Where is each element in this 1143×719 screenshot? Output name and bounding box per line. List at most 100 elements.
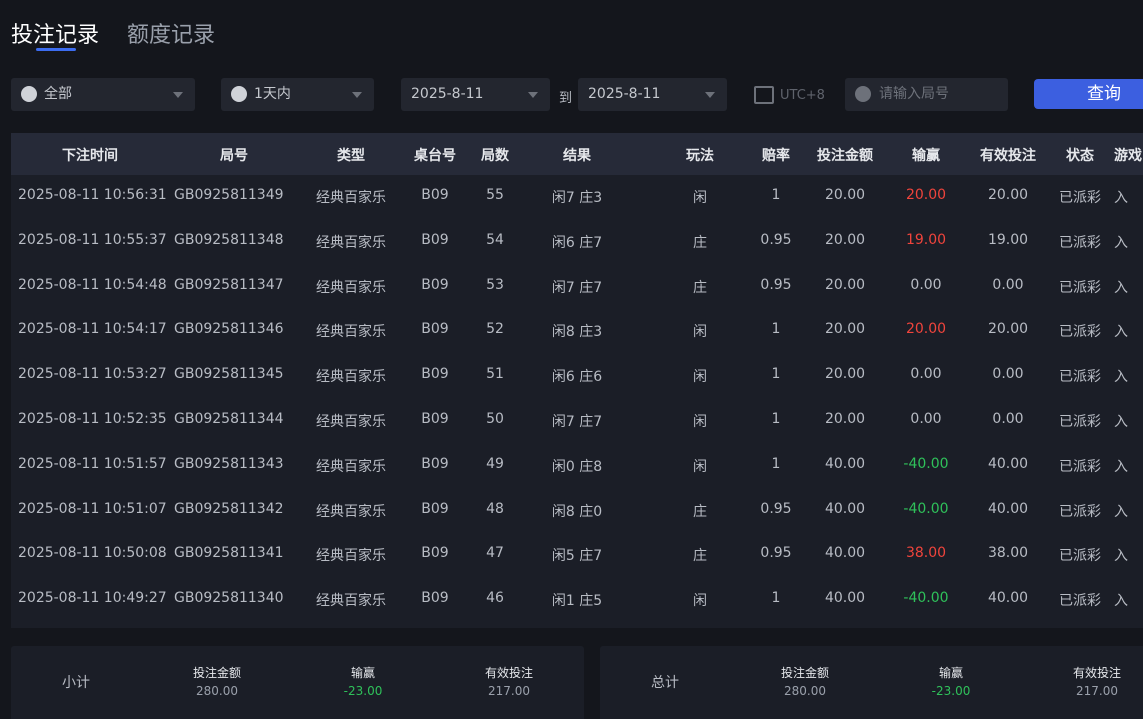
calendar-icon[interactable] bbox=[754, 86, 774, 104]
table-cell: GB0925811346 bbox=[174, 321, 284, 338]
table-cell: B09 bbox=[421, 500, 449, 517]
summary-item-label: 输赢 bbox=[350, 666, 376, 680]
table-cell: 20.00 bbox=[824, 321, 866, 338]
icon bbox=[855, 86, 871, 102]
table-cell: 经典百家乐 bbox=[316, 458, 386, 475]
table-cell: 已派彩 bbox=[1059, 324, 1101, 341]
table-cell: B09 bbox=[421, 411, 449, 427]
summary-item-value: -23.00 bbox=[343, 684, 383, 698]
table-cell: 38.00 bbox=[987, 545, 1029, 562]
table-cell: 0.00 bbox=[910, 366, 942, 383]
to-label: 到 bbox=[559, 91, 573, 106]
table-cell: 38.00 bbox=[905, 545, 947, 562]
table-cell[interactable]: 入 bbox=[1114, 548, 1128, 565]
table-cell[interactable]: 入 bbox=[1114, 593, 1128, 610]
table-cell: 经典百家乐 bbox=[316, 548, 386, 565]
table-cell: 0.00 bbox=[910, 276, 942, 293]
table-cell: 闲1 庄5 bbox=[551, 593, 603, 610]
table-cell: 已派彩 bbox=[1059, 548, 1101, 565]
table-cell[interactable]: 入 bbox=[1114, 503, 1128, 520]
table-cell: B09 bbox=[421, 231, 449, 248]
table-cell: 庄 bbox=[693, 234, 707, 251]
table-cell: 49 bbox=[486, 455, 504, 472]
summary-item-label: 投注金额 bbox=[780, 666, 830, 680]
round-input[interactable]: 请输入局号 bbox=[845, 78, 1008, 111]
table-cell: 已派彩 bbox=[1059, 190, 1101, 206]
table-cell: 55 bbox=[486, 187, 504, 203]
table-cell: 经典百家乐 bbox=[316, 503, 386, 520]
table-cell: 0.00 bbox=[992, 366, 1024, 383]
column-header: 结果 bbox=[563, 148, 591, 164]
column-header: 玩法 bbox=[686, 148, 714, 164]
table-cell: 已派彩 bbox=[1059, 369, 1101, 386]
table-cell: 51 bbox=[486, 366, 504, 383]
table-cell[interactable]: 入 bbox=[1114, 279, 1128, 296]
table-cell: B09 bbox=[421, 455, 449, 472]
summary-item-value: 280.00 bbox=[196, 684, 238, 698]
select-value: 2025-8-11 bbox=[588, 86, 661, 102]
table-cell: 2025-08-11 10:54:17 bbox=[18, 321, 167, 338]
table-cell: 0.00 bbox=[992, 411, 1024, 427]
table-cell[interactable]: 入 bbox=[1114, 234, 1128, 251]
query-button[interactable]: 查询 bbox=[1034, 79, 1143, 109]
summary-item-label: 有效投注 bbox=[1072, 666, 1122, 680]
caret bbox=[705, 92, 715, 98]
table-cell: 经典百家乐 bbox=[316, 593, 386, 610]
table-cell: 20.00 bbox=[824, 231, 866, 248]
column-header: 桌台号 bbox=[414, 148, 456, 164]
select-value: 1天内 bbox=[254, 86, 291, 102]
table-cell[interactable]: 入 bbox=[1114, 324, 1128, 341]
table-cell: 已派彩 bbox=[1059, 593, 1101, 610]
tab-active[interactable]: 投注记录 bbox=[11, 23, 100, 48]
table-cell[interactable]: 入 bbox=[1114, 190, 1128, 206]
table-cell: -40.00 bbox=[903, 590, 949, 607]
summary-item-label: 投注金额 bbox=[192, 666, 242, 680]
table-cell: 闲7 庄3 bbox=[551, 190, 603, 206]
period-select[interactable]: 1天内 bbox=[221, 78, 374, 111]
table-cell: 闲 bbox=[693, 324, 707, 341]
table-cell: 2025-08-11 10:54:48 bbox=[18, 276, 167, 293]
summary-item-value: 217.00 bbox=[488, 684, 530, 698]
table-cell: 经典百家乐 bbox=[316, 369, 386, 386]
date-to[interactable]: 2025-8-11 bbox=[578, 78, 727, 111]
table-cell: 20.00 bbox=[987, 321, 1029, 338]
date-from[interactable]: 2025-8-11 bbox=[401, 78, 550, 111]
caret bbox=[173, 92, 183, 98]
column-header: 状态 bbox=[1066, 148, 1094, 164]
column-header: 局号 bbox=[220, 148, 248, 164]
table-cell: B09 bbox=[421, 545, 449, 562]
table-cell: 经典百家乐 bbox=[316, 234, 386, 251]
tab-underline bbox=[36, 48, 76, 51]
table-cell: B09 bbox=[421, 366, 449, 383]
table-cell: 1 bbox=[771, 366, 781, 383]
tab[interactable]: 额度记录 bbox=[127, 23, 216, 48]
table-cell[interactable]: 入 bbox=[1114, 458, 1128, 475]
table-cell: 20.00 bbox=[824, 276, 866, 293]
table-cell: 47 bbox=[486, 545, 504, 562]
table-cell: 46 bbox=[486, 590, 504, 607]
scope-select[interactable]: 全部 bbox=[11, 78, 195, 111]
table-cell: 闲6 庄7 bbox=[551, 234, 603, 251]
table-cell[interactable]: 入 bbox=[1114, 369, 1128, 386]
column-header: 有效投注 bbox=[980, 148, 1036, 164]
table-cell[interactable]: 入 bbox=[1114, 414, 1128, 430]
table-cell: 2025-08-11 10:53:27 bbox=[18, 366, 167, 383]
table-cell: 40.00 bbox=[824, 590, 866, 607]
table-cell: 2025-08-11 10:51:57 bbox=[18, 455, 167, 472]
summary-item-value: 280.00 bbox=[784, 684, 826, 698]
table-cell: 20.00 bbox=[824, 411, 866, 427]
table-cell: 经典百家乐 bbox=[316, 414, 386, 430]
column-header: 类型 bbox=[337, 148, 365, 164]
table-cell: 庄 bbox=[693, 279, 707, 296]
table-cell: 2025-08-11 10:51:07 bbox=[18, 500, 167, 517]
summary-label: 总计 bbox=[651, 675, 679, 691]
table-cell: 闲7 庄7 bbox=[551, 414, 603, 430]
column-header: 下注时间 bbox=[62, 148, 118, 164]
table-cell: 闲 bbox=[693, 190, 707, 206]
table-cell: 已派彩 bbox=[1059, 234, 1101, 251]
table-cell: 52 bbox=[486, 321, 504, 338]
column-header: 投注金额 bbox=[817, 148, 873, 164]
table-cell: B09 bbox=[421, 590, 449, 607]
summary-item-label: 有效投注 bbox=[484, 666, 534, 680]
select-value: 全部 bbox=[44, 86, 72, 102]
